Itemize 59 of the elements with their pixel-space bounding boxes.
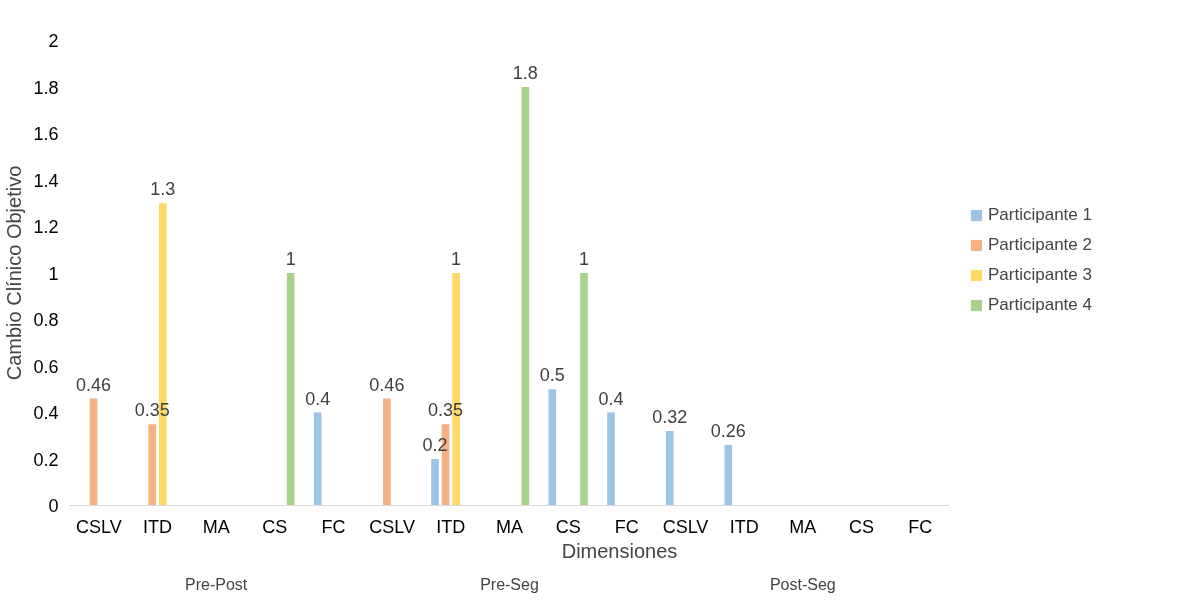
data-label: 0.4 (305, 388, 331, 409)
data-label: 1 (579, 249, 590, 269)
data-label: 0.5 (539, 365, 565, 386)
data-label: 1.3 (150, 179, 176, 200)
data-label: 0.32 (652, 407, 688, 428)
legend-label: Participante 1 (988, 205, 1092, 225)
x-tick-label: ITD (143, 516, 172, 537)
y-axis-title: Cambio Clínico Objetivo (3, 165, 26, 381)
x-tick-label: CSLV (75, 516, 122, 537)
data-label: 1 (285, 249, 296, 269)
text: Pre-Post (185, 575, 248, 593)
bar (607, 412, 615, 506)
data-label: 0.26 (710, 421, 746, 442)
x-tick-label: MA (202, 516, 230, 537)
y-tick-label: 0.2 (33, 449, 59, 470)
bar (724, 445, 733, 506)
y-tick-label: 0.4 (33, 403, 59, 423)
legend-label: Participante 2 (988, 235, 1092, 255)
x-tick-label: MA (496, 516, 523, 537)
data-label: 1.8 (512, 63, 538, 83)
text: Pre-Seg (480, 575, 539, 593)
text: Post-Seg (769, 575, 836, 593)
y-tick-label: 1.4 (33, 170, 59, 191)
x-tick-label: CS (555, 516, 581, 537)
y-tick-label: 0 (48, 496, 59, 516)
bar (521, 87, 530, 506)
bar (89, 398, 98, 506)
x-tick-label: MA (789, 516, 817, 537)
y-tick-label: 1.8 (33, 77, 59, 98)
y-tick-label: 0.8 (33, 310, 59, 330)
legend-label: Participante 4 (988, 295, 1092, 315)
y-tick-label: 1 (48, 263, 59, 284)
y-tick-label: 2 (48, 31, 59, 51)
x-tick-label: FC (908, 516, 933, 537)
y-tick-label: 1.6 (33, 124, 59, 144)
x-tick-label: ITD (729, 516, 759, 537)
x-tick-label: CS (849, 516, 875, 537)
bar (286, 273, 295, 506)
data-label: 1 (451, 249, 462, 269)
bar (313, 412, 322, 506)
legend-label: Participante 3 (988, 265, 1092, 285)
data-label: 0.46 (76, 374, 112, 395)
bar (148, 424, 157, 506)
bar (580, 273, 588, 506)
bar (431, 459, 439, 506)
x-tick-label: ITD (436, 516, 466, 537)
x-tick-label: FC (321, 516, 346, 537)
bar (383, 398, 391, 506)
x-tick-label: CSLV (662, 516, 709, 537)
y-tick-label: 1.2 (33, 217, 59, 237)
x-tick-label: FC (614, 516, 639, 537)
bar (665, 431, 674, 506)
y-tick-label: 0.6 (33, 356, 59, 377)
data-label: 0.4 (598, 388, 624, 409)
data-label: 0.46 (369, 374, 405, 395)
x-axis-title: Dimensiones (561, 539, 678, 562)
x-tick-label: CS (262, 516, 288, 537)
bar (548, 389, 557, 506)
x-tick-label: CSLV (369, 516, 416, 537)
